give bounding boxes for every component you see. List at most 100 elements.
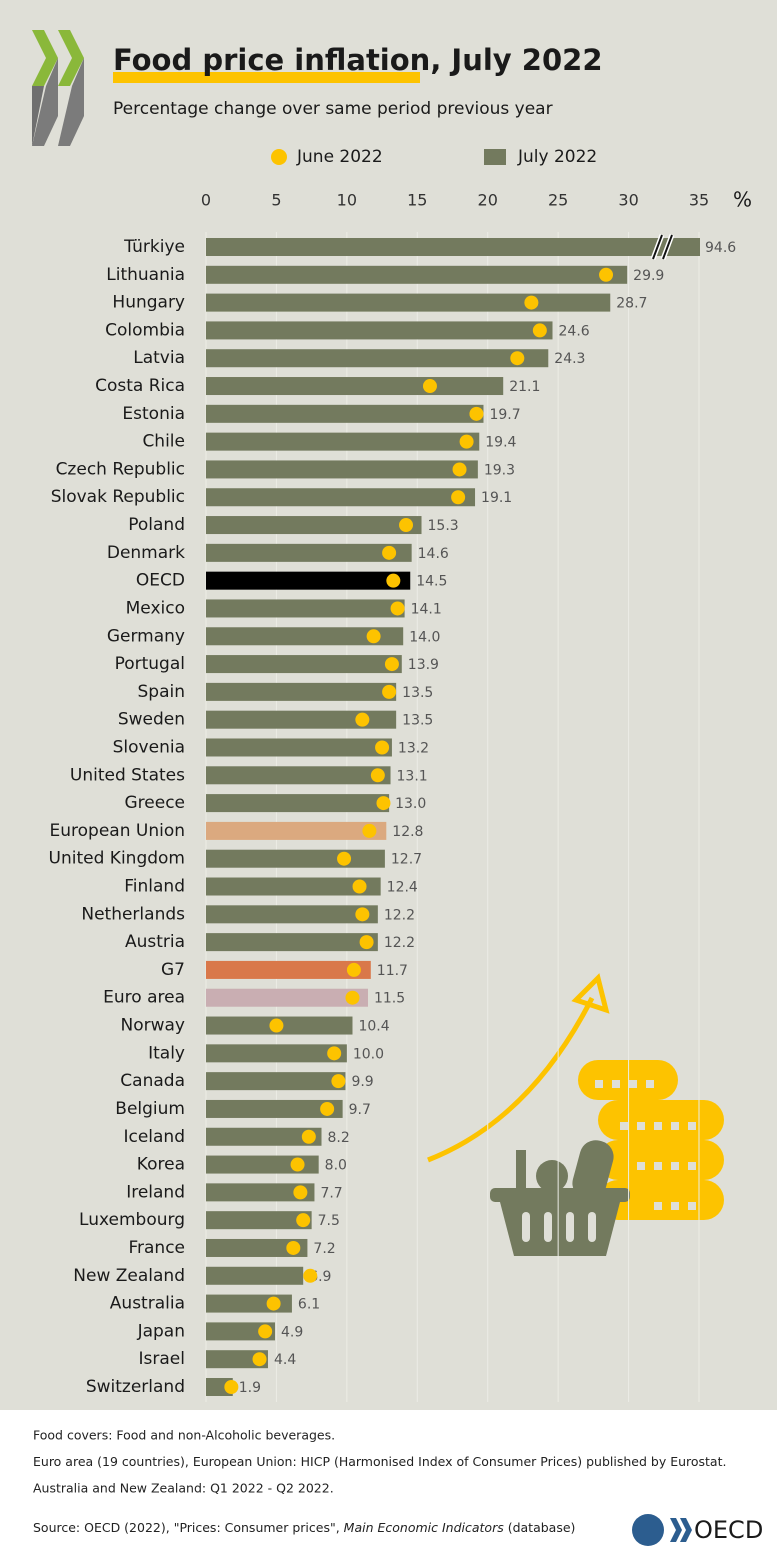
bar bbox=[206, 988, 368, 1007]
category-label: United Kingdom bbox=[49, 849, 185, 869]
dot bbox=[452, 462, 467, 477]
value-label: 13.5 bbox=[402, 685, 433, 701]
bar bbox=[206, 849, 385, 868]
value-label: 13.5 bbox=[402, 713, 433, 729]
category-label: Chile bbox=[142, 432, 185, 452]
category-label: Lithuania bbox=[106, 265, 185, 285]
value-label: 6.1 bbox=[298, 1297, 320, 1313]
value-label: 14.5 bbox=[416, 574, 447, 590]
category-label: Israel bbox=[139, 1349, 185, 1369]
value-label: 13.1 bbox=[397, 768, 428, 784]
dot bbox=[303, 1268, 318, 1283]
category-label: Colombia bbox=[105, 320, 185, 340]
dot bbox=[296, 1213, 311, 1228]
value-label: 13.9 bbox=[408, 657, 439, 673]
category-label: Ireland bbox=[126, 1182, 185, 1202]
dot bbox=[375, 740, 390, 755]
x-tick-label: 10 bbox=[337, 191, 357, 210]
category-label: Netherlands bbox=[81, 904, 185, 924]
legend-label: June 2022 bbox=[296, 147, 383, 167]
dot bbox=[346, 962, 361, 977]
value-label: 15.3 bbox=[428, 518, 459, 534]
dot bbox=[269, 1018, 284, 1033]
axis-unit: % bbox=[733, 188, 752, 212]
dot bbox=[451, 490, 466, 505]
value-label: 8.2 bbox=[328, 1130, 350, 1146]
illustration bbox=[427, 973, 724, 1256]
bar bbox=[206, 738, 392, 757]
bar bbox=[206, 933, 378, 952]
value-label: 12.8 bbox=[392, 824, 423, 840]
bar bbox=[206, 293, 611, 312]
bar bbox=[206, 655, 402, 674]
dot bbox=[532, 323, 547, 338]
bar bbox=[206, 265, 628, 284]
bar bbox=[206, 960, 371, 979]
dot bbox=[331, 1074, 346, 1089]
category-label: Denmark bbox=[107, 543, 185, 563]
bar bbox=[206, 1238, 308, 1257]
value-label: 29.9 bbox=[633, 268, 664, 284]
category-label: Poland bbox=[128, 515, 185, 535]
category-label: Costa Rica bbox=[95, 376, 185, 396]
category-label: Iceland bbox=[123, 1127, 185, 1147]
value-label: 9.9 bbox=[351, 1074, 373, 1090]
value-label: 4.9 bbox=[281, 1324, 303, 1340]
category-label: G7 bbox=[161, 960, 185, 980]
footnote: Euro area (19 countries), European Union… bbox=[33, 1454, 726, 1469]
dot bbox=[286, 1240, 301, 1255]
dot bbox=[345, 990, 360, 1005]
value-label: 4.4 bbox=[274, 1352, 296, 1368]
value-label: 14.0 bbox=[409, 629, 440, 645]
value-label: 12.4 bbox=[387, 880, 418, 896]
category-label: Türkiye bbox=[123, 237, 185, 257]
dot bbox=[362, 823, 377, 838]
value-label: 13.2 bbox=[398, 740, 429, 756]
source-part: Main Economic Indicators bbox=[344, 1520, 505, 1535]
dot bbox=[386, 573, 401, 588]
value-label: 11.5 bbox=[374, 991, 405, 1007]
category-label: Euro area bbox=[103, 988, 185, 1008]
value-label: 12.2 bbox=[384, 907, 415, 923]
chart-title: Food price inflation, July 2022 bbox=[113, 43, 603, 77]
value-label: 7.5 bbox=[318, 1213, 340, 1229]
bar bbox=[206, 460, 478, 479]
bar bbox=[206, 794, 390, 813]
legend-marker bbox=[271, 149, 287, 165]
plot-area bbox=[206, 238, 700, 1396]
dot bbox=[327, 1046, 342, 1061]
value-label: 28.7 bbox=[616, 296, 647, 312]
logo-chevrons bbox=[32, 30, 84, 146]
dot bbox=[399, 518, 414, 533]
bar bbox=[206, 432, 480, 451]
dot bbox=[293, 1185, 308, 1200]
logo-text: OECD bbox=[694, 1516, 763, 1544]
value-label: 19.3 bbox=[484, 462, 515, 478]
category-label: Norway bbox=[121, 1016, 186, 1036]
dot bbox=[510, 351, 525, 366]
grid bbox=[205, 232, 700, 1402]
bar bbox=[206, 905, 378, 924]
dot bbox=[337, 851, 352, 866]
source: Source: OECD (2022), "Prices: Consumer p… bbox=[33, 1520, 575, 1535]
bar bbox=[206, 1350, 268, 1369]
dot bbox=[224, 1380, 239, 1394]
bar bbox=[206, 543, 412, 562]
value-label: 14.1 bbox=[411, 601, 442, 617]
bar bbox=[206, 599, 405, 618]
bar bbox=[206, 488, 476, 507]
value-label: 12.2 bbox=[384, 935, 415, 951]
bar bbox=[206, 349, 549, 368]
bar bbox=[206, 1099, 343, 1118]
bar bbox=[206, 377, 504, 396]
source-part: (database) bbox=[504, 1520, 576, 1535]
value-label: 24.3 bbox=[554, 351, 585, 367]
bar bbox=[206, 821, 387, 840]
axis-break bbox=[662, 234, 673, 260]
x-tick-label: 0 bbox=[201, 191, 211, 210]
category-label: Australia bbox=[110, 1294, 185, 1314]
bar bbox=[206, 682, 397, 701]
value-label: 7.7 bbox=[320, 1185, 342, 1201]
x-tick-label: 25 bbox=[548, 191, 568, 210]
